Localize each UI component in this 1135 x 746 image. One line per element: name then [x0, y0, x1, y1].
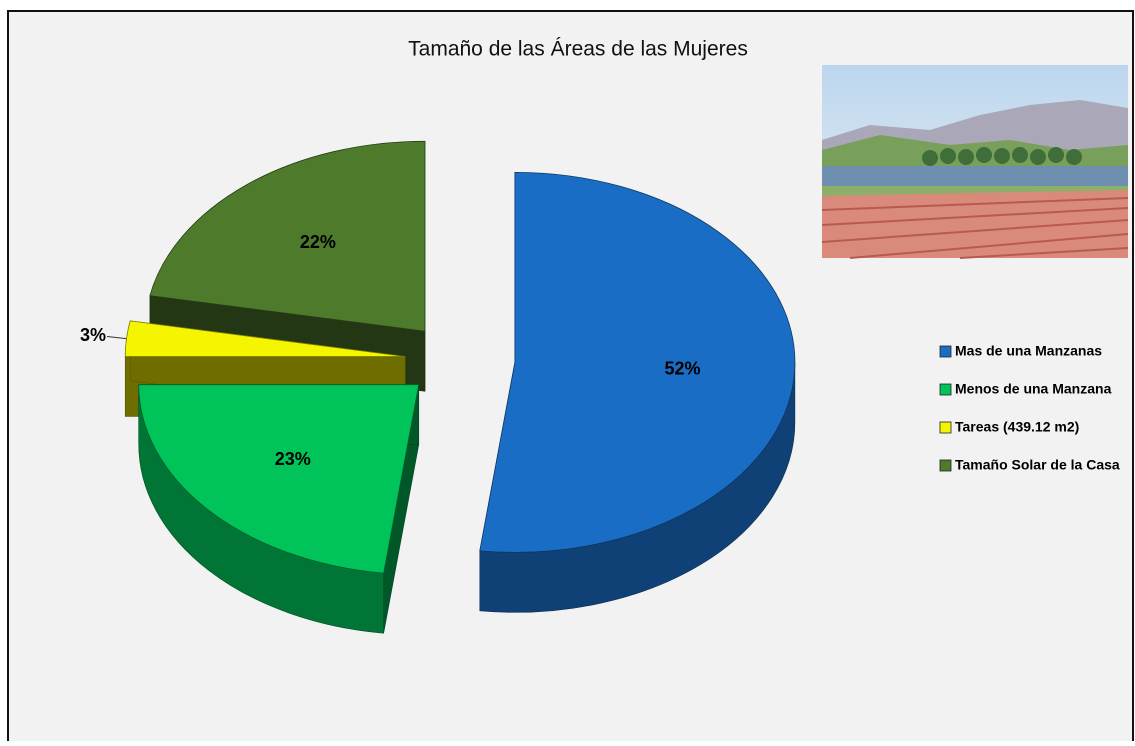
- legend-label: Tareas (439.12 m2): [955, 419, 1079, 435]
- data-label: 3%: [80, 325, 106, 345]
- pie-slice: [124, 320, 406, 357]
- legend-swatch: [939, 345, 952, 358]
- chart-title: Tamaño de las Áreas de las Mujeres: [408, 38, 748, 61]
- pie-slice: [149, 140, 426, 332]
- pie-slice: [138, 384, 420, 574]
- legend-swatch: [939, 383, 952, 396]
- pie: [124, 140, 796, 634]
- data-label: 52%: [665, 358, 701, 378]
- legend-label: Mas de una Manzanas: [955, 343, 1102, 359]
- landscape-picture: [821, 65, 1129, 259]
- legend-swatch: [939, 459, 952, 472]
- pie-slice: [479, 171, 796, 553]
- legend-label: Tamaño Solar de la Casa: [955, 457, 1120, 473]
- legend-swatch: [939, 421, 952, 434]
- legend-label: Menos de una Manzana: [955, 381, 1112, 397]
- data-label: 23%: [275, 449, 311, 469]
- data-label: 22%: [300, 232, 336, 252]
- leader-line: [106, 335, 127, 340]
